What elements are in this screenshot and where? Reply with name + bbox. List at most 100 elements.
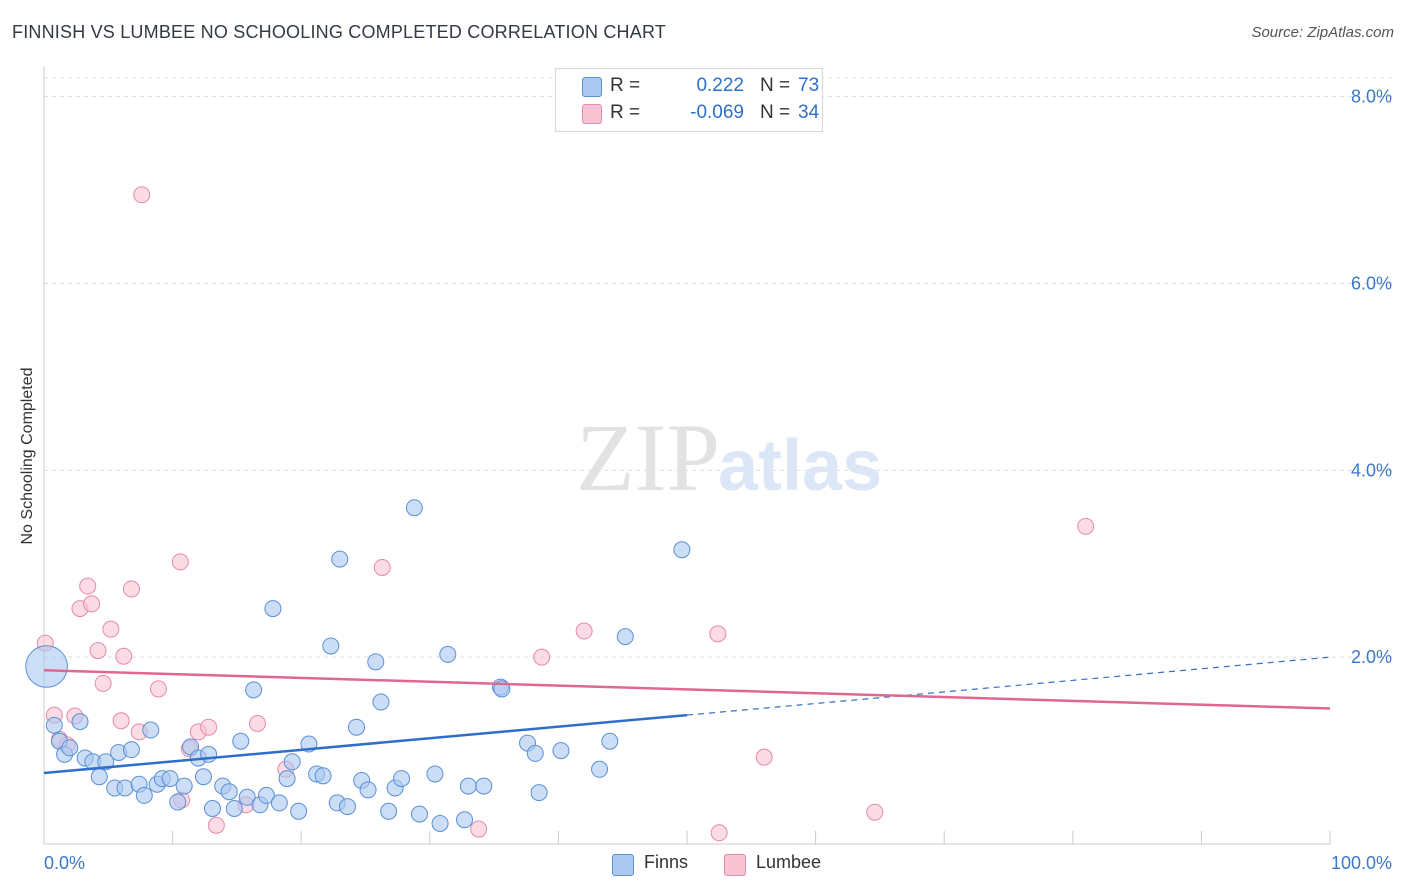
finns-point [71, 713, 89, 731]
finns-point [338, 798, 356, 816]
x-tick-label: 100.0% [1331, 853, 1392, 873]
finns-point [552, 742, 570, 760]
lumbee-point [755, 748, 773, 766]
lumbee-point [373, 558, 391, 576]
x-tick-label: 0.0% [44, 853, 85, 873]
finns-point [411, 805, 429, 823]
finns-point [257, 786, 275, 804]
n-value: 73 [798, 75, 820, 96]
finns-point [45, 716, 63, 734]
lumbee-point [122, 580, 140, 598]
finns-swatch [582, 77, 602, 97]
lumbee-point [112, 712, 130, 730]
lumbee-point [79, 577, 97, 595]
watermark-atlas: atlas [718, 426, 882, 506]
lumbee-point [575, 622, 593, 640]
lumbee-point [83, 595, 101, 613]
lumbee-point [1077, 517, 1095, 535]
finns-point [331, 550, 349, 568]
finns-point [372, 693, 390, 711]
r-value: 0.222 [696, 75, 744, 96]
n-label: N = [760, 102, 791, 123]
lumbee-point [200, 718, 218, 736]
r-label: R = [610, 75, 641, 96]
finns-point [459, 777, 477, 795]
y-tick-label: 4.0% [1351, 460, 1392, 480]
finns-point [530, 784, 548, 802]
finns-point [161, 770, 179, 788]
finns-point [122, 741, 140, 759]
finns-point [90, 768, 108, 786]
finns-legend-swatch [612, 854, 634, 876]
finns-point [616, 628, 634, 646]
n-label: N = [760, 75, 791, 96]
lumbee-point [171, 553, 189, 571]
finns-legend-label: Finns [644, 852, 689, 872]
finns-point [601, 732, 619, 750]
finns-point [359, 781, 377, 799]
finns-point [290, 802, 308, 820]
finns-point [405, 499, 423, 517]
finns-point [380, 802, 398, 820]
finns-point [220, 783, 238, 801]
finns-point [232, 732, 250, 750]
finns-point [526, 744, 544, 762]
finns-point [169, 793, 187, 811]
tick-labels: 2.0% 4.0% 6.0% 8.0% 0.0% 100.0% [44, 87, 1392, 873]
finns-point [203, 800, 221, 818]
finns-point [142, 721, 160, 739]
lumbee-point [149, 680, 167, 698]
finns-point [322, 637, 340, 655]
trend-lines [43, 656, 1331, 775]
lumbee-legend-swatch [724, 854, 746, 876]
lumbee-point [94, 674, 112, 692]
finns-point [194, 768, 212, 786]
finns-trend-line [43, 713, 688, 775]
lumbee-point [710, 824, 728, 842]
r-label: R = [610, 102, 641, 123]
y-tick-label: 2.0% [1351, 647, 1392, 667]
finns-point [264, 600, 282, 618]
lumbee-point [115, 647, 133, 665]
finns-point [393, 770, 411, 788]
source-label: Source: ZipAtlas.com [1251, 24, 1394, 41]
finns-points [25, 499, 691, 832]
chart-title: FINNISH VS LUMBEE NO SCHOOLING COMPLETED… [12, 22, 667, 42]
finns-point [426, 765, 444, 783]
finns-point [270, 794, 288, 812]
finns-point [367, 653, 385, 671]
finns-point [25, 645, 68, 688]
lumbee-point [248, 714, 266, 732]
gridlines [44, 77, 1392, 658]
finns-point [439, 645, 457, 663]
lumbee-point [207, 816, 225, 834]
finns-point [175, 777, 193, 795]
finns-point [61, 739, 79, 757]
lumbee-swatch [582, 104, 602, 124]
finns-point [475, 777, 493, 795]
finns-point [673, 541, 691, 559]
correlation-legend: R = 0.222 N = 73 R = -0.069 N = 34 [555, 68, 823, 132]
lumbee-point [470, 820, 488, 838]
finns-point [97, 753, 115, 771]
finns-point [314, 767, 332, 785]
finns-point [431, 814, 449, 832]
axes [43, 66, 1331, 845]
lumbee-point [89, 642, 107, 660]
lumbee-point [533, 648, 551, 666]
finns-point [238, 788, 256, 806]
finns-point [245, 681, 263, 699]
lumbee-point [709, 625, 727, 643]
lumbee-legend-label: Lumbee [756, 852, 822, 872]
finns-point [116, 779, 134, 797]
y-tick-label: 6.0% [1351, 274, 1392, 294]
n-value: 34 [798, 102, 820, 123]
finns-point [135, 786, 153, 804]
finns-point [591, 760, 609, 778]
finns-point [225, 800, 243, 818]
lumbee-trend-line [43, 668, 1331, 710]
lumbee-point [133, 186, 151, 204]
watermark-zip: ZIP [576, 404, 720, 511]
finns-point [278, 770, 296, 788]
